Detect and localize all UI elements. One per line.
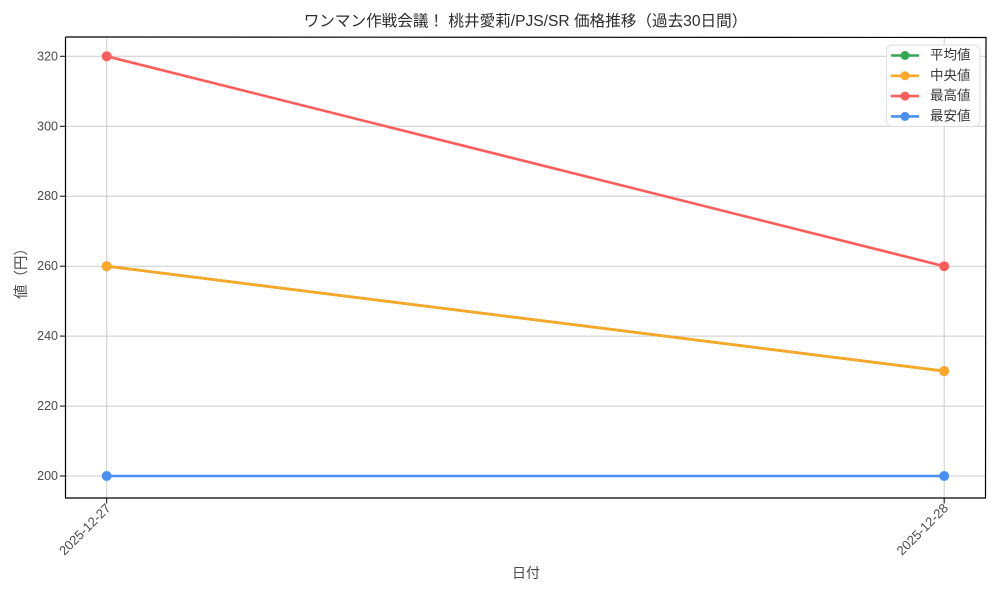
svg-text:平均値: 平均値 [930, 48, 971, 63]
svg-text:280: 280 [37, 189, 58, 203]
svg-text:最安値: 最安値 [930, 108, 971, 123]
svg-text:2025-12-27: 2025-12-27 [56, 501, 114, 559]
svg-text:中央値: 中央値 [930, 68, 971, 83]
svg-text:320: 320 [37, 49, 58, 63]
svg-text:260: 260 [37, 259, 58, 273]
svg-text:240: 240 [37, 329, 58, 343]
svg-text:最高値: 最高値 [930, 87, 971, 103]
svg-text:ワンマン作戦会議！ 桃井愛莉/PJS/SR 価格推移（過去: ワンマン作戦会議！ 桃井愛莉/PJS/SR 価格推移（過去30日間） [304, 12, 748, 30]
svg-text:値（円）: 値（円） [13, 241, 30, 299]
svg-text:日付: 日付 [512, 565, 540, 581]
svg-text:200: 200 [37, 469, 58, 483]
svg-text:220: 220 [37, 399, 58, 413]
svg-text:300: 300 [37, 119, 58, 133]
svg-text:2025-12-28: 2025-12-28 [893, 501, 951, 559]
